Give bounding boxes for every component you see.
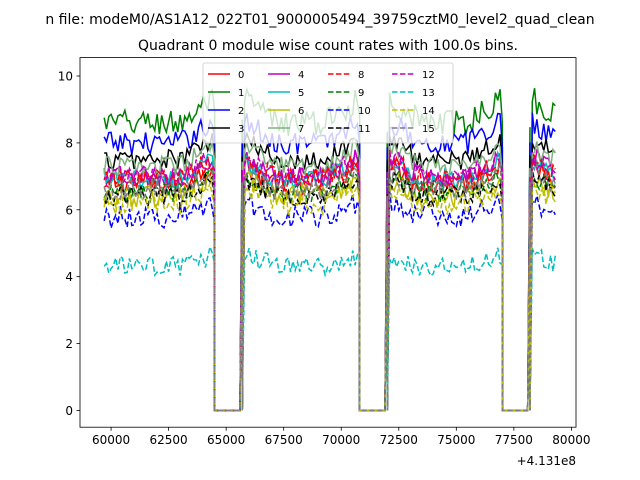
x-tick-label: 60000 bbox=[92, 433, 130, 447]
legend-label-12: 12 bbox=[422, 70, 435, 81]
legend-label-1: 1 bbox=[238, 88, 244, 99]
legend-label-3: 3 bbox=[238, 124, 244, 135]
series-line-13 bbox=[103, 244, 557, 412]
chart-suptitle: n file: modeM0/AS1A12_022T01_9000005494_… bbox=[45, 12, 594, 28]
legend-label-9: 9 bbox=[358, 88, 364, 99]
plot-frame bbox=[79, 57, 577, 428]
x-offset-label: +4.131e8 bbox=[517, 454, 576, 468]
legend-label-7: 7 bbox=[298, 124, 304, 135]
series-layer bbox=[103, 86, 557, 412]
legend-label-8: 8 bbox=[358, 70, 364, 81]
series-line-14 bbox=[103, 178, 556, 412]
legend-label-0: 0 bbox=[238, 70, 244, 81]
legend-label-10: 10 bbox=[358, 106, 371, 117]
series-line-2 bbox=[103, 112, 556, 412]
x-tick-label: 62500 bbox=[150, 433, 188, 447]
x-tick-label: 65000 bbox=[207, 433, 245, 447]
legend-label-13: 13 bbox=[422, 88, 435, 99]
chart-title: Quadrant 0 module wise count rates with … bbox=[138, 38, 518, 54]
y-axis: 0 2 4 6 8 10 bbox=[58, 69, 80, 418]
y-tick-label: 8 bbox=[65, 136, 73, 150]
y-tick-label: 10 bbox=[58, 69, 73, 83]
series-line-15 bbox=[103, 162, 556, 412]
x-tick-label: 67500 bbox=[265, 433, 303, 447]
legend-label-14: 14 bbox=[422, 106, 435, 117]
series-line-10 bbox=[103, 191, 556, 412]
series-line-4 bbox=[103, 148, 556, 412]
x-tick-label: 80000 bbox=[552, 433, 590, 447]
x-tick-label: 77500 bbox=[495, 433, 533, 447]
y-tick-label: 6 bbox=[65, 203, 73, 217]
x-tick-label: 75000 bbox=[437, 433, 475, 447]
legend-label-4: 4 bbox=[298, 70, 304, 81]
series-line-7 bbox=[103, 137, 556, 412]
legend-label-6: 6 bbox=[298, 106, 304, 117]
x-tick-label: 70000 bbox=[322, 433, 360, 447]
series-line-3 bbox=[104, 131, 556, 412]
legend-label-15: 15 bbox=[422, 124, 435, 135]
legend-label-5: 5 bbox=[298, 88, 304, 99]
series-line-6 bbox=[103, 168, 556, 412]
y-tick-label: 4 bbox=[65, 270, 73, 284]
series-line-12 bbox=[103, 150, 556, 412]
x-axis: 60000 62500 65000 67500 70000 72500 75000 77500… bbox=[92, 427, 590, 447]
legend-label-2: 2 bbox=[238, 106, 244, 117]
x-tick-label: 72500 bbox=[380, 433, 418, 447]
series-line-8 bbox=[103, 149, 556, 412]
y-tick-label: 2 bbox=[65, 337, 73, 351]
legend-frame bbox=[202, 62, 454, 144]
series-line-9 bbox=[103, 167, 556, 412]
y-tick-label: 0 bbox=[65, 404, 73, 418]
legend-label-11: 11 bbox=[358, 124, 371, 135]
